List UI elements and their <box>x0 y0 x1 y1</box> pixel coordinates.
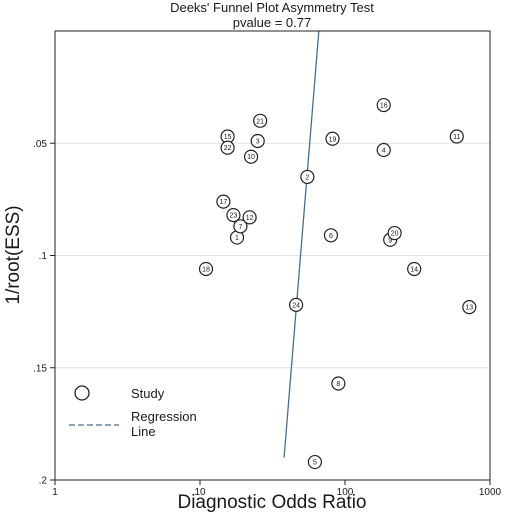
x-tick-label-3: 1000 <box>479 487 502 498</box>
study-label-11: 11 <box>453 134 460 141</box>
chart-legend: Study Regression Line <box>69 385 200 439</box>
study-point-2: 2 <box>300 169 315 185</box>
y-tick-label-1: .1 <box>39 251 48 262</box>
study-label-13: 13 <box>465 305 473 312</box>
study-label-21: 21 <box>256 118 264 125</box>
study-point-20: 20 <box>387 225 402 241</box>
study-point-12: 12 <box>242 210 257 225</box>
legend-study-label: Study <box>131 386 165 401</box>
study-label-23: 23 <box>230 213 238 220</box>
study-point-7: 7 <box>233 219 248 234</box>
y-axis: .05 .1 .15 .2 <box>33 139 55 487</box>
y-axis-label: 1/root(ESS) <box>3 205 24 304</box>
study-label-2: 2 <box>305 174 309 181</box>
study-label-15: 15 <box>224 134 232 141</box>
study-label-22: 22 <box>224 145 232 152</box>
study-marker-3 <box>250 133 265 149</box>
study-point-8: 8 <box>331 376 346 391</box>
study-point-6: 6 <box>323 228 339 243</box>
study-marker-5 <box>307 454 322 470</box>
study-label-8: 8 <box>336 381 340 388</box>
study-point-22: 22 <box>220 140 235 155</box>
x-axis: 1 10 100 1000 <box>52 480 502 498</box>
y-tick-label-0: .05 <box>33 139 47 150</box>
study-label-7: 7 <box>238 224 242 231</box>
study-label-24: 24 <box>292 302 300 309</box>
regression-line-group <box>283 30 320 458</box>
study-point-5: 5 <box>307 454 322 470</box>
study-label-10: 10 <box>247 154 255 161</box>
study-point-4: 4 <box>376 142 391 158</box>
study-marker-7 <box>233 219 248 234</box>
study-label-18: 18 <box>202 266 210 273</box>
study-marker-20 <box>387 225 402 241</box>
y-tick-label-2: .15 <box>33 363 47 374</box>
study-marker-22 <box>220 140 235 155</box>
regression-line <box>283 30 320 458</box>
chart-subtitle: pvalue = 0.77 <box>233 15 311 30</box>
study-label-4: 4 <box>382 147 386 154</box>
study-label-5: 5 <box>313 460 317 467</box>
study-point-3: 3 <box>250 133 265 149</box>
legend-regression-label-line-2: Line <box>131 424 156 439</box>
study-point-21: 21 <box>253 113 268 128</box>
study-point-23: 23 <box>226 207 241 223</box>
study-label-6: 6 <box>329 233 333 240</box>
x-axis-label: Diagnostic Odds Ratio <box>177 492 366 513</box>
chart-title: Deeks' Funnel Plot Asymmetry Test <box>170 0 374 15</box>
study-point-17: 17 <box>216 194 231 209</box>
study-marker-6 <box>323 228 339 243</box>
study-marker-23 <box>226 207 241 223</box>
study-marker-12 <box>242 210 257 225</box>
study-marker-16 <box>376 97 391 113</box>
study-point-16: 16 <box>376 97 391 113</box>
study-marker-4 <box>376 142 391 158</box>
study-label-14: 14 <box>410 266 418 273</box>
study-point-18: 18 <box>198 261 214 277</box>
study-point-11: 11 <box>449 129 464 144</box>
study-marker-11 <box>449 129 464 144</box>
study-marker-2 <box>300 169 315 185</box>
legend-regression-label: Regression Line <box>131 409 200 439</box>
study-marker-14 <box>407 261 422 277</box>
x-tick-label-2: 100 <box>337 487 354 498</box>
study-marker-19 <box>325 131 340 146</box>
study-marker-13 <box>462 300 477 315</box>
study-marker-18 <box>198 261 214 277</box>
study-point-13: 13 <box>462 300 477 315</box>
study-point-10: 10 <box>243 149 259 164</box>
legend-study-symbol <box>74 385 90 401</box>
study-label-16: 16 <box>380 103 388 110</box>
study-label-9: 9 <box>388 237 392 244</box>
study-label-20: 20 <box>391 231 399 238</box>
grid-lines <box>55 142 490 369</box>
study-label-1: 1 <box>235 235 239 242</box>
x-tick-label-0: 1 <box>52 487 58 498</box>
study-marker-10 <box>243 149 259 164</box>
study-marker-17 <box>216 194 231 209</box>
study-marker-21 <box>253 113 268 128</box>
study-label-3: 3 <box>256 139 260 146</box>
study-marker-24 <box>288 297 304 312</box>
study-point-19: 19 <box>325 131 340 146</box>
study-label-12: 12 <box>246 215 254 222</box>
x-tick-label-1: 10 <box>194 487 206 498</box>
study-point-14: 14 <box>407 261 422 277</box>
study-marker-8 <box>331 376 346 391</box>
y-tick-label-3: .2 <box>39 476 48 487</box>
study-label-19: 19 <box>329 136 337 143</box>
study-label-17: 17 <box>219 199 227 206</box>
legend-regression-label-line-1: Regression <box>131 409 197 424</box>
study-point-24: 24 <box>288 297 304 312</box>
